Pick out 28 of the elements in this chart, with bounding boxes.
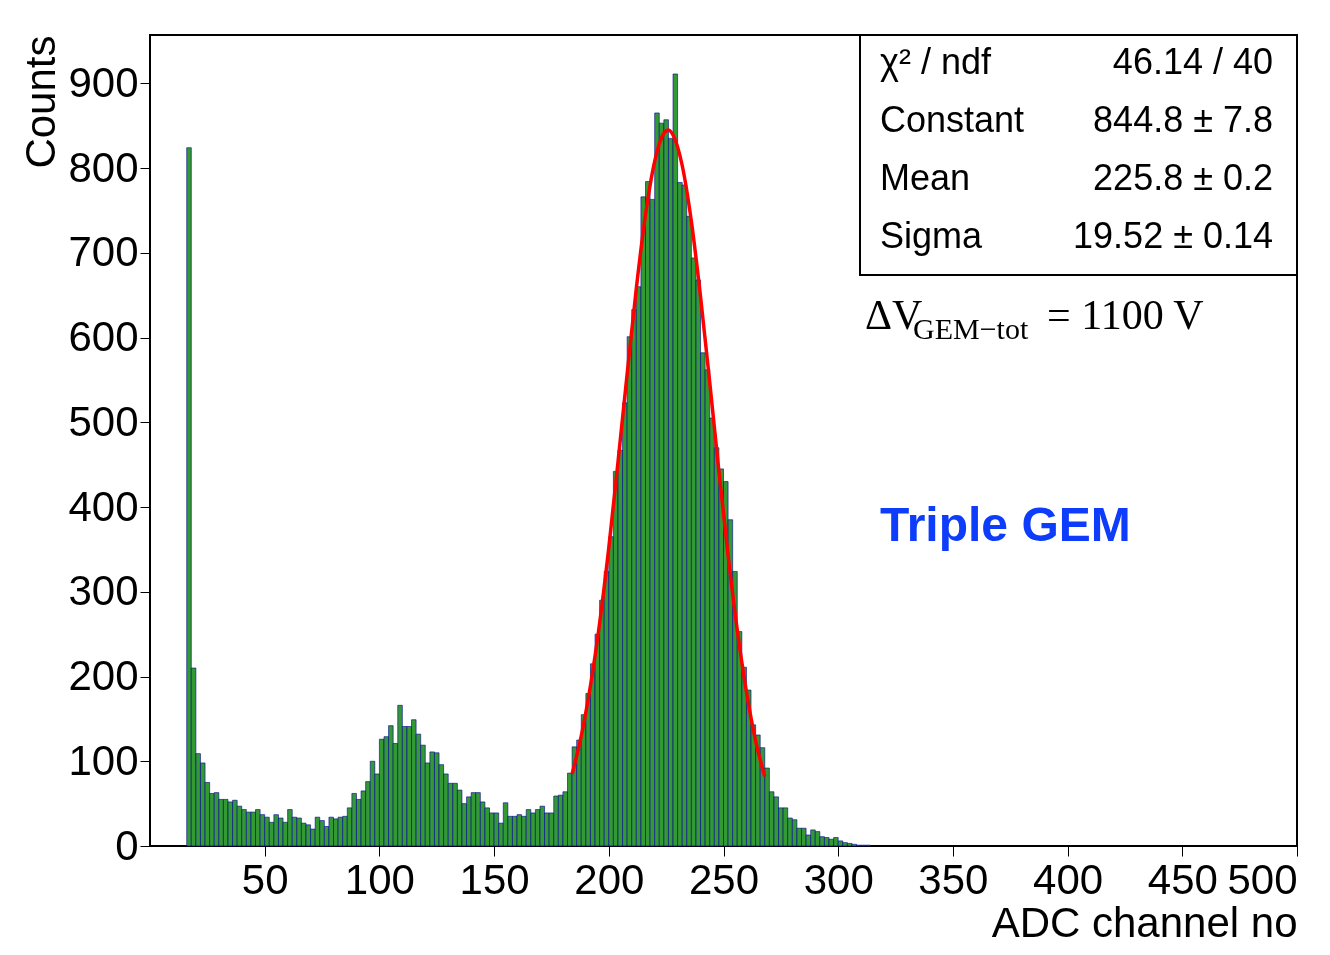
- x-tick-label: 200: [574, 855, 645, 903]
- y-tick-label: 700: [68, 228, 139, 276]
- line-series: [570, 128, 767, 779]
- x-tick-label: 150: [459, 855, 530, 903]
- x-tick-label: 50: [241, 855, 289, 903]
- annotation: Constant: [880, 99, 1025, 140]
- annotation: 225.8 ± 0.2: [1093, 157, 1273, 198]
- annotation: Triple GEM: [880, 498, 1131, 551]
- y-tick-label: 500: [68, 397, 139, 445]
- annotation: 19.52 ± 0.14: [1073, 215, 1273, 256]
- y-tick-label: 600: [68, 313, 139, 361]
- y-axis-title: Counts: [17, 35, 65, 169]
- annotation: 46.14 / 40: [1112, 41, 1273, 82]
- y-tick-label: 100: [68, 736, 139, 784]
- annotation: 844.8 ± 7.8: [1093, 99, 1273, 140]
- annotation: Sigma: [880, 215, 984, 256]
- x-tick-label: 300: [803, 855, 874, 903]
- y-tick-label: 0: [115, 821, 139, 869]
- y-tick-label: 900: [68, 58, 139, 106]
- x-tick-label: 250: [688, 855, 760, 903]
- annotation: χ² / ndf: [880, 41, 992, 82]
- x-tick-label: 350: [918, 855, 989, 903]
- x-tick-label: 100: [344, 855, 415, 903]
- y-tick-label: 200: [68, 652, 139, 700]
- y-tick-label: 800: [68, 143, 139, 191]
- y-tick-label: 400: [68, 482, 139, 530]
- annotation: Mean: [880, 157, 971, 198]
- y-tick-label: 300: [68, 567, 139, 615]
